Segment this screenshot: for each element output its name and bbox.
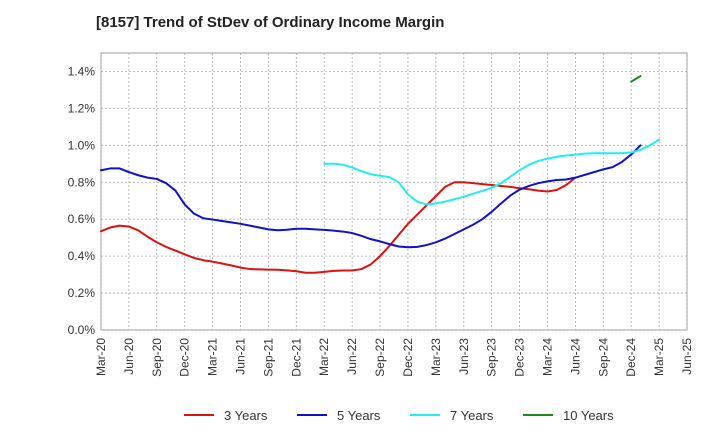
series-line-3-years [100, 176, 577, 274]
series [100, 75, 661, 274]
y-tick-label: 1.0% [68, 138, 96, 152]
legend-label: 10 Years [563, 408, 614, 423]
series-line-10-years [630, 75, 642, 83]
grid [100, 52, 688, 331]
x-tick-label: Dec-24 [624, 338, 638, 377]
x-tick-label: Sep-20 [150, 338, 164, 377]
x-tick-label: Mar-22 [317, 338, 331, 376]
x-tick-label: Dec-21 [289, 338, 303, 377]
y-tick-label: 1.4% [68, 64, 96, 78]
series-line-7-years [323, 138, 661, 206]
axes: 0.0% 0.2% 0.4% 0.6% 0.8% 1.0% 1.2% 1.4% Mar-20 Ju… [68, 64, 694, 376]
series-line-5-years [100, 144, 642, 249]
x-tick-label: Sep-22 [373, 338, 387, 377]
y-tick-label: 0.8% [68, 175, 96, 189]
y-tick-label: 0.0% [68, 323, 96, 337]
y-tick-label: 0.2% [68, 286, 96, 300]
chart-title: [8157] Trend of StDev of Ordinary Income… [96, 14, 445, 31]
legend-label: 3 Years [224, 408, 268, 423]
x-tick-label: Dec-22 [401, 338, 415, 377]
legend-label: 5 Years [337, 408, 381, 423]
x-tick-label: Mar-25 [652, 338, 666, 376]
y-tick-label: 0.4% [68, 249, 96, 263]
x-tick-label: Jun-23 [457, 338, 471, 375]
x-tick-label: Jun-24 [568, 338, 582, 375]
x-tick-label: Jun-25 [680, 338, 694, 375]
y-tick-label: 0.6% [68, 212, 96, 226]
x-tick-label: Dec-23 [513, 338, 527, 377]
x-tick-label: Jun-20 [122, 338, 136, 375]
x-tick-label: Mar-24 [540, 338, 554, 376]
x-tick-label: Dec-20 [178, 338, 192, 377]
x-tick-label: Jun-22 [345, 338, 359, 375]
x-tick-label: Mar-23 [429, 338, 443, 376]
x-tick-label: Sep-24 [596, 338, 610, 377]
x-tick-label: Sep-23 [485, 338, 499, 377]
x-tick-label: Sep-21 [261, 338, 275, 377]
legend: 3 Years 5 Years 7 Years 10 Years [184, 408, 614, 423]
x-tick-label: Mar-21 [206, 338, 220, 376]
x-tick-label: Jun-21 [234, 338, 248, 375]
plot-area [100, 52, 688, 331]
y-tick-label: 1.2% [68, 101, 96, 115]
legend-label: 7 Years [450, 408, 494, 423]
x-tick-label: Mar-20 [94, 338, 108, 376]
